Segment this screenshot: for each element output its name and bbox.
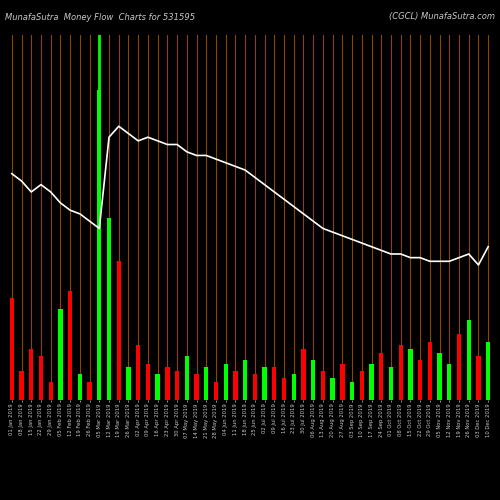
Bar	[78, 374, 82, 400]
Bar	[262, 367, 267, 400]
Bar	[389, 367, 393, 400]
Bar	[116, 262, 121, 400]
Bar	[58, 308, 62, 400]
Bar	[370, 364, 374, 400]
Bar	[418, 360, 422, 400]
Bar	[438, 352, 442, 400]
Bar	[97, 90, 102, 400]
Bar	[10, 298, 14, 400]
Bar	[224, 364, 228, 400]
Bar	[136, 345, 140, 400]
Bar	[466, 320, 471, 400]
Bar	[68, 290, 72, 400]
Bar	[126, 367, 130, 400]
Bar	[165, 367, 170, 400]
Bar	[457, 334, 461, 400]
Bar	[398, 345, 403, 400]
Bar	[175, 371, 180, 400]
Text: MunafaSutra  Money Flow  Charts for 531595: MunafaSutra Money Flow Charts for 531595	[5, 12, 195, 22]
Bar	[292, 374, 296, 400]
Bar	[311, 360, 316, 400]
Bar	[428, 342, 432, 400]
Bar	[39, 356, 43, 400]
Bar	[320, 371, 325, 400]
Bar	[156, 374, 160, 400]
Bar	[360, 371, 364, 400]
Bar	[486, 342, 490, 400]
Bar	[214, 382, 218, 400]
Bar	[282, 378, 286, 400]
Bar	[88, 382, 92, 400]
Bar	[252, 374, 257, 400]
Bar	[48, 382, 53, 400]
Bar	[272, 367, 276, 400]
Bar	[330, 378, 335, 400]
Bar	[302, 349, 306, 400]
Bar	[146, 364, 150, 400]
Bar	[408, 349, 412, 400]
Bar	[447, 364, 452, 400]
Bar	[233, 371, 237, 400]
Bar	[204, 367, 208, 400]
Bar	[476, 356, 480, 400]
Bar	[29, 349, 34, 400]
Bar	[184, 356, 189, 400]
Text: (CGCL) MunafaSutra.com: (CGCL) MunafaSutra.com	[389, 12, 495, 22]
Bar	[350, 382, 354, 400]
Bar	[340, 364, 344, 400]
Bar	[194, 374, 198, 400]
Bar	[243, 360, 248, 400]
Bar	[20, 371, 24, 400]
Bar	[107, 218, 111, 400]
Bar	[379, 352, 384, 400]
